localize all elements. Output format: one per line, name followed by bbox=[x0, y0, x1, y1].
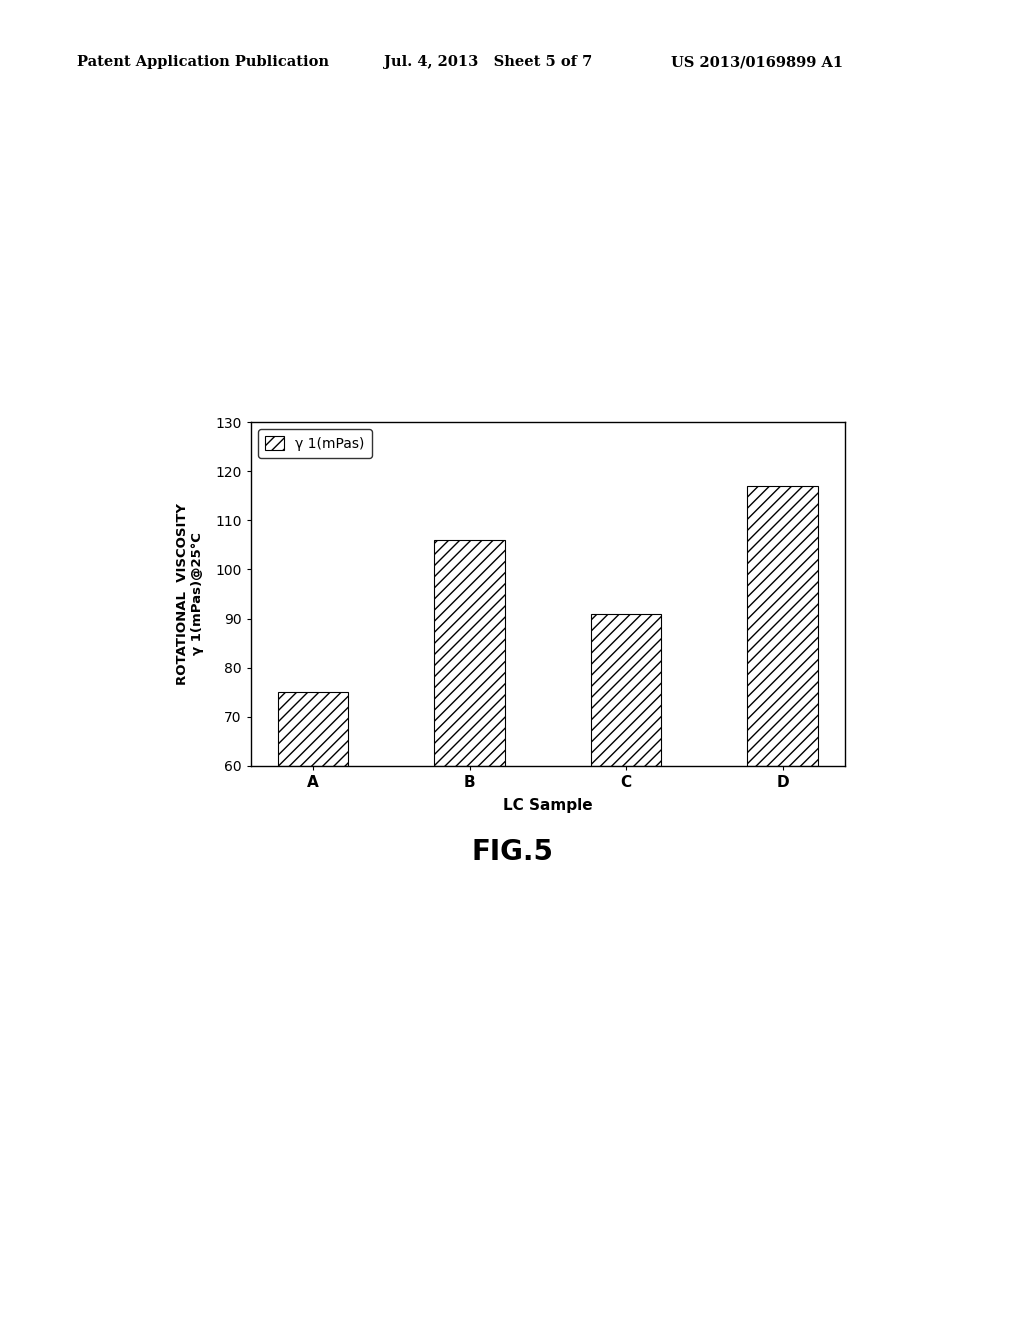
Text: Patent Application Publication: Patent Application Publication bbox=[77, 55, 329, 70]
X-axis label: LC Sample: LC Sample bbox=[503, 799, 593, 813]
Text: US 2013/0169899 A1: US 2013/0169899 A1 bbox=[671, 55, 843, 70]
Bar bbox=[591, 614, 662, 766]
Legend: γ 1(mPas): γ 1(mPas) bbox=[258, 429, 372, 458]
Bar bbox=[434, 540, 505, 766]
Bar bbox=[748, 486, 818, 766]
Text: Jul. 4, 2013   Sheet 5 of 7: Jul. 4, 2013 Sheet 5 of 7 bbox=[384, 55, 592, 70]
Bar bbox=[278, 692, 348, 766]
Text: FIG.5: FIG.5 bbox=[471, 838, 553, 866]
Y-axis label: ROTATIONAL  VISCOSITY
γ 1(mPas)@25°C: ROTATIONAL VISCOSITY γ 1(mPas)@25°C bbox=[176, 503, 204, 685]
